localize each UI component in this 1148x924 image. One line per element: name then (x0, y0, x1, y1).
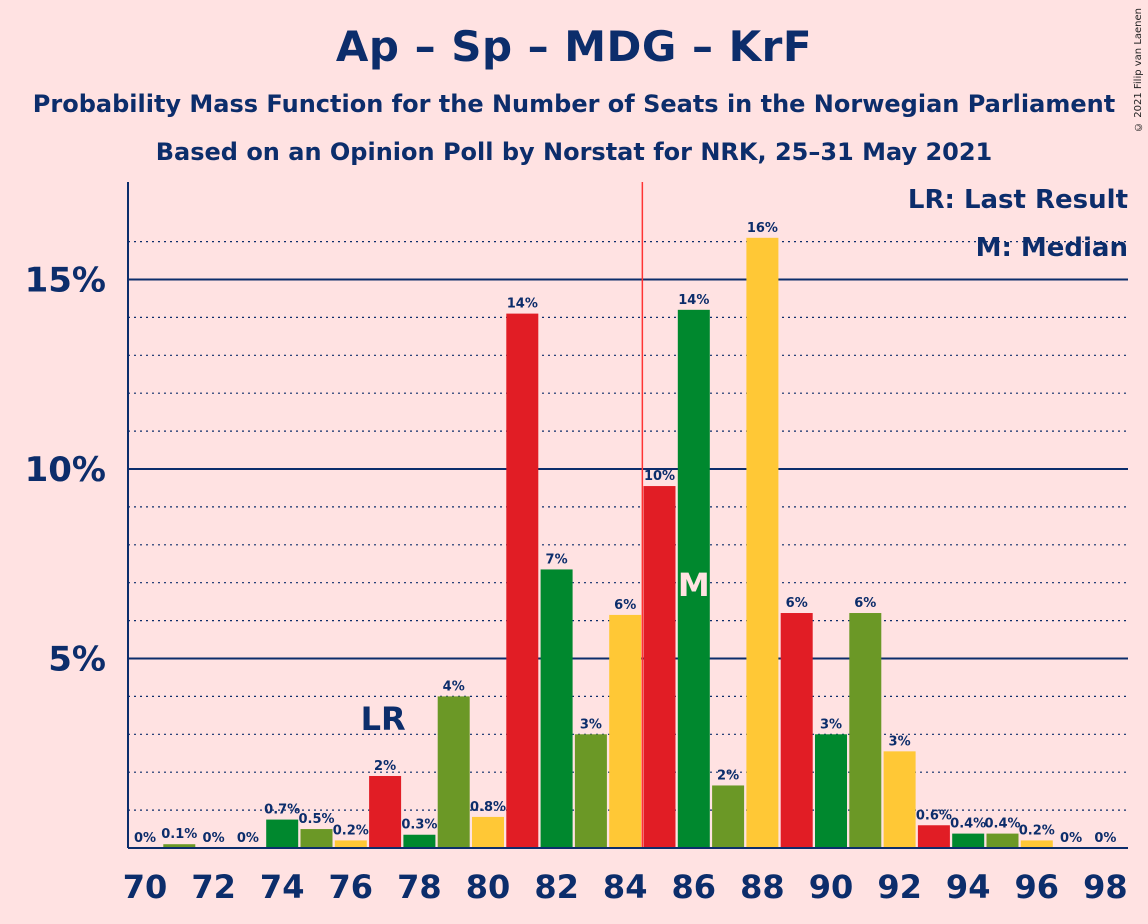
data-label: 0.7% (264, 803, 300, 818)
bar (540, 569, 573, 848)
x-tick-label: 74 (260, 868, 305, 906)
data-label: 0% (237, 831, 259, 846)
bar (609, 614, 642, 848)
bar (369, 775, 402, 848)
data-label: 0.5% (298, 812, 334, 827)
x-tick-label: 90 (809, 868, 854, 906)
data-label: 0% (134, 831, 156, 846)
bar (746, 237, 779, 848)
legend-median: M: Median (975, 233, 1128, 263)
bar (780, 613, 813, 848)
bar (574, 734, 607, 848)
data-label: 14% (678, 293, 709, 308)
chart-subtitle: Probability Mass Function for the Number… (32, 90, 1116, 118)
data-label: 6% (854, 596, 876, 611)
x-tick-label: 94 (946, 868, 991, 906)
x-tick-label: 98 (1083, 868, 1128, 906)
bar (917, 825, 950, 848)
data-label: 16% (747, 221, 778, 236)
y-tick-label: 10% (25, 450, 106, 490)
bar (986, 833, 1019, 848)
data-label: 0% (1094, 831, 1116, 846)
bar (883, 751, 916, 848)
x-tick-label: 82 (534, 868, 579, 906)
data-label: 0.2% (333, 823, 369, 838)
bar (643, 486, 676, 848)
data-label: 3% (820, 717, 842, 732)
bar (300, 829, 333, 848)
y-tick-label: 15% (25, 261, 106, 301)
data-label: 0.6% (916, 808, 952, 823)
x-tick-label: 72 (191, 868, 236, 906)
bar (334, 840, 367, 848)
bar (472, 816, 504, 848)
data-label: 7% (546, 552, 568, 567)
x-tick-label: 84 (603, 868, 648, 906)
data-label: 0% (203, 831, 225, 846)
data-label: 6% (614, 598, 636, 613)
bar (815, 734, 847, 848)
x-tick-label: 96 (1015, 868, 1060, 906)
bar (266, 819, 299, 848)
x-tick-label: 76 (329, 868, 374, 906)
x-tick-label: 78 (397, 868, 442, 906)
chart-subtitle-poll: Based on an Opinion Poll by Norstat for … (155, 138, 993, 166)
legend-last-result: LR: Last Result (907, 185, 1128, 215)
bar (712, 785, 745, 848)
bar (952, 833, 985, 848)
data-label: 0.3% (401, 818, 437, 833)
bar (506, 313, 539, 848)
chart-title: Ap – Sp – MDG – KrF (335, 22, 813, 71)
data-label: 14% (507, 297, 538, 312)
y-tick-label: 5% (48, 640, 106, 680)
data-label: 0% (1060, 831, 1082, 846)
bar (849, 613, 882, 848)
bar (677, 309, 710, 848)
bar (437, 696, 470, 848)
data-label: 0.4% (984, 817, 1020, 832)
data-label: 0.1% (161, 827, 197, 842)
data-label: 3% (889, 734, 911, 749)
data-label: 2% (717, 768, 739, 783)
data-label: 10% (644, 469, 675, 484)
last-result-marker: LR (361, 700, 406, 738)
x-tick-label: 92 (877, 868, 922, 906)
median-marker: M (678, 566, 710, 604)
data-label: 4% (443, 679, 465, 694)
data-label: 2% (374, 759, 396, 774)
bar (1020, 840, 1053, 848)
x-tick-label: 80 (466, 868, 511, 906)
bar (403, 834, 436, 848)
data-label: 0.2% (1019, 823, 1055, 838)
x-tick-label: 70 (123, 868, 168, 906)
data-label: 0.4% (950, 817, 986, 832)
x-tick-label: 86 (672, 868, 717, 906)
bar (163, 844, 196, 848)
data-label: 3% (580, 717, 602, 732)
data-label: 6% (786, 596, 808, 611)
data-label: 0.8% (470, 800, 506, 815)
x-tick-label: 88 (740, 868, 785, 906)
